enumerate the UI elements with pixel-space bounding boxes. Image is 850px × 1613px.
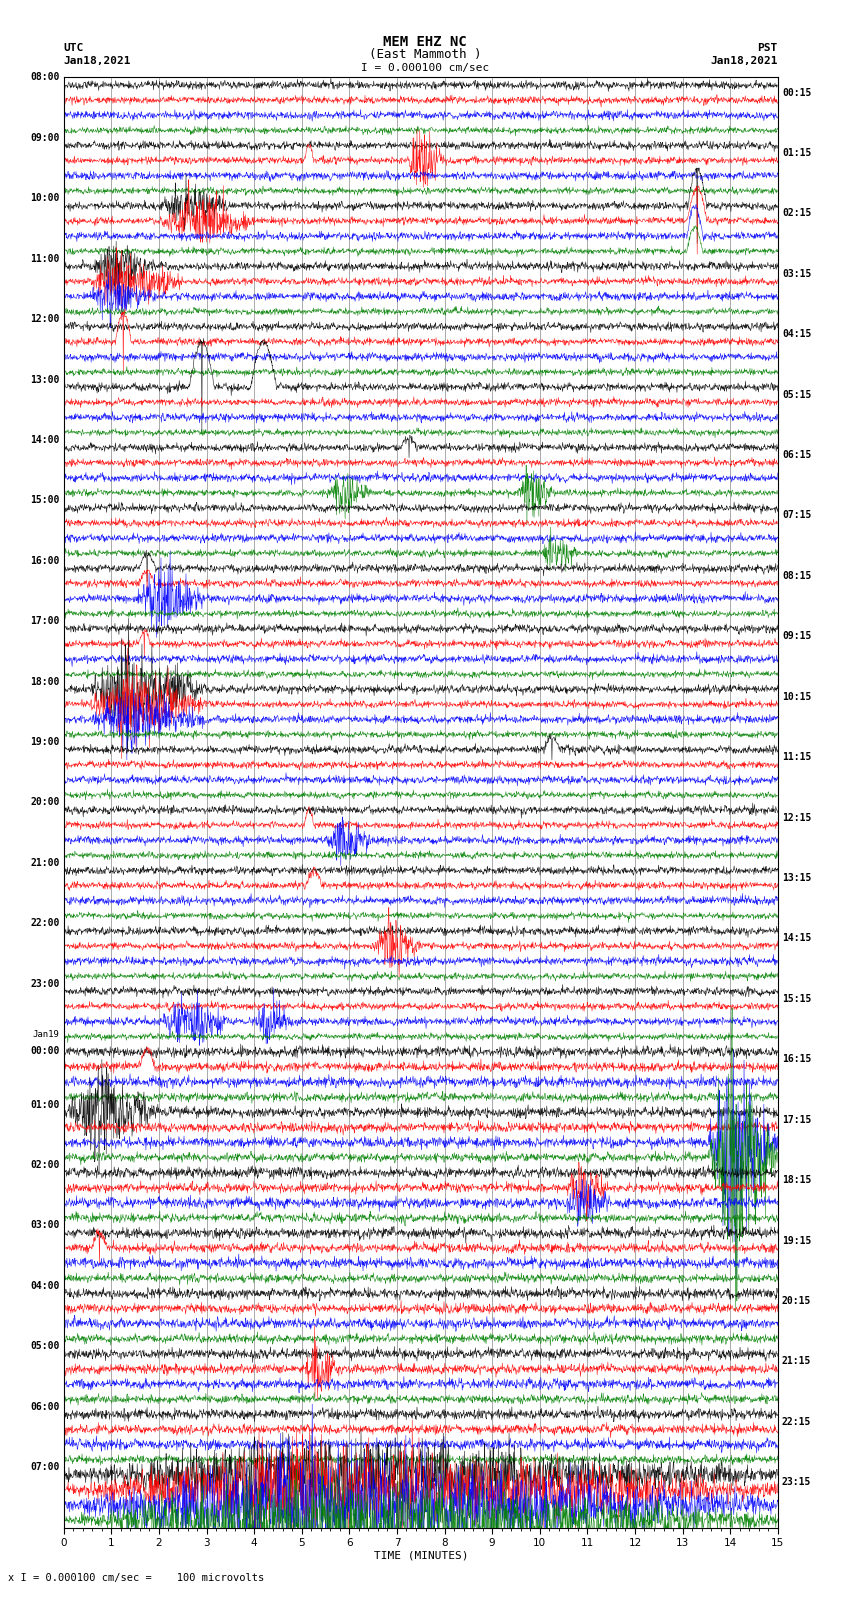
Text: 09:00: 09:00 xyxy=(30,132,60,144)
Text: 14:00: 14:00 xyxy=(30,436,60,445)
Text: 04:00: 04:00 xyxy=(30,1281,60,1290)
Text: Jan18,2021: Jan18,2021 xyxy=(64,56,131,66)
Text: 17:15: 17:15 xyxy=(782,1115,812,1124)
X-axis label: TIME (MINUTES): TIME (MINUTES) xyxy=(373,1550,468,1561)
Text: 12:00: 12:00 xyxy=(30,315,60,324)
Text: 03:15: 03:15 xyxy=(782,269,812,279)
Text: 05:15: 05:15 xyxy=(782,390,812,400)
Text: 01:15: 01:15 xyxy=(782,148,812,158)
Text: 14:15: 14:15 xyxy=(782,934,812,944)
Text: 18:00: 18:00 xyxy=(30,676,60,687)
Text: Jan18,2021: Jan18,2021 xyxy=(711,56,778,66)
Text: (East Mammoth ): (East Mammoth ) xyxy=(369,48,481,61)
Text: 22:15: 22:15 xyxy=(782,1416,812,1428)
Text: 17:00: 17:00 xyxy=(30,616,60,626)
Text: 08:15: 08:15 xyxy=(782,571,812,581)
Text: 05:00: 05:00 xyxy=(30,1342,60,1352)
Text: 13:15: 13:15 xyxy=(782,873,812,882)
Text: 13:00: 13:00 xyxy=(30,374,60,384)
Text: 23:15: 23:15 xyxy=(782,1478,812,1487)
Text: 07:15: 07:15 xyxy=(782,510,812,521)
Text: Jan19: Jan19 xyxy=(32,1031,60,1039)
Text: 20:00: 20:00 xyxy=(30,797,60,808)
Text: 23:00: 23:00 xyxy=(30,979,60,989)
Text: 16:15: 16:15 xyxy=(782,1055,812,1065)
Text: 15:15: 15:15 xyxy=(782,994,812,1003)
Text: 15:00: 15:00 xyxy=(30,495,60,505)
Text: 03:00: 03:00 xyxy=(30,1221,60,1231)
Text: 11:15: 11:15 xyxy=(782,752,812,763)
Text: 10:00: 10:00 xyxy=(30,194,60,203)
Text: 07:00: 07:00 xyxy=(30,1461,60,1473)
Text: 01:00: 01:00 xyxy=(30,1100,60,1110)
Text: 02:15: 02:15 xyxy=(782,208,812,218)
Text: 08:00: 08:00 xyxy=(30,73,60,82)
Text: 18:15: 18:15 xyxy=(782,1176,812,1186)
Text: 00:00: 00:00 xyxy=(30,1045,60,1057)
Text: 16:00: 16:00 xyxy=(30,556,60,566)
Text: x I = 0.000100 cm/sec =    100 microvolts: x I = 0.000100 cm/sec = 100 microvolts xyxy=(8,1573,264,1582)
Text: 20:15: 20:15 xyxy=(782,1295,812,1307)
Text: 22:00: 22:00 xyxy=(30,918,60,929)
Text: 19:15: 19:15 xyxy=(782,1236,812,1245)
Text: PST: PST xyxy=(757,44,778,53)
Text: 09:15: 09:15 xyxy=(782,631,812,642)
Text: 06:15: 06:15 xyxy=(782,450,812,460)
Text: 19:00: 19:00 xyxy=(30,737,60,747)
Text: 10:15: 10:15 xyxy=(782,692,812,702)
Text: MEM EHZ NC: MEM EHZ NC xyxy=(383,35,467,48)
Text: 04:15: 04:15 xyxy=(782,329,812,339)
Text: 21:15: 21:15 xyxy=(782,1357,812,1366)
Text: I = 0.000100 cm/sec: I = 0.000100 cm/sec xyxy=(361,63,489,73)
Text: 11:00: 11:00 xyxy=(30,253,60,263)
Text: 21:00: 21:00 xyxy=(30,858,60,868)
Text: 06:00: 06:00 xyxy=(30,1402,60,1411)
Text: 12:15: 12:15 xyxy=(782,813,812,823)
Text: UTC: UTC xyxy=(64,44,84,53)
Text: 02:00: 02:00 xyxy=(30,1160,60,1169)
Text: 00:15: 00:15 xyxy=(782,87,812,97)
